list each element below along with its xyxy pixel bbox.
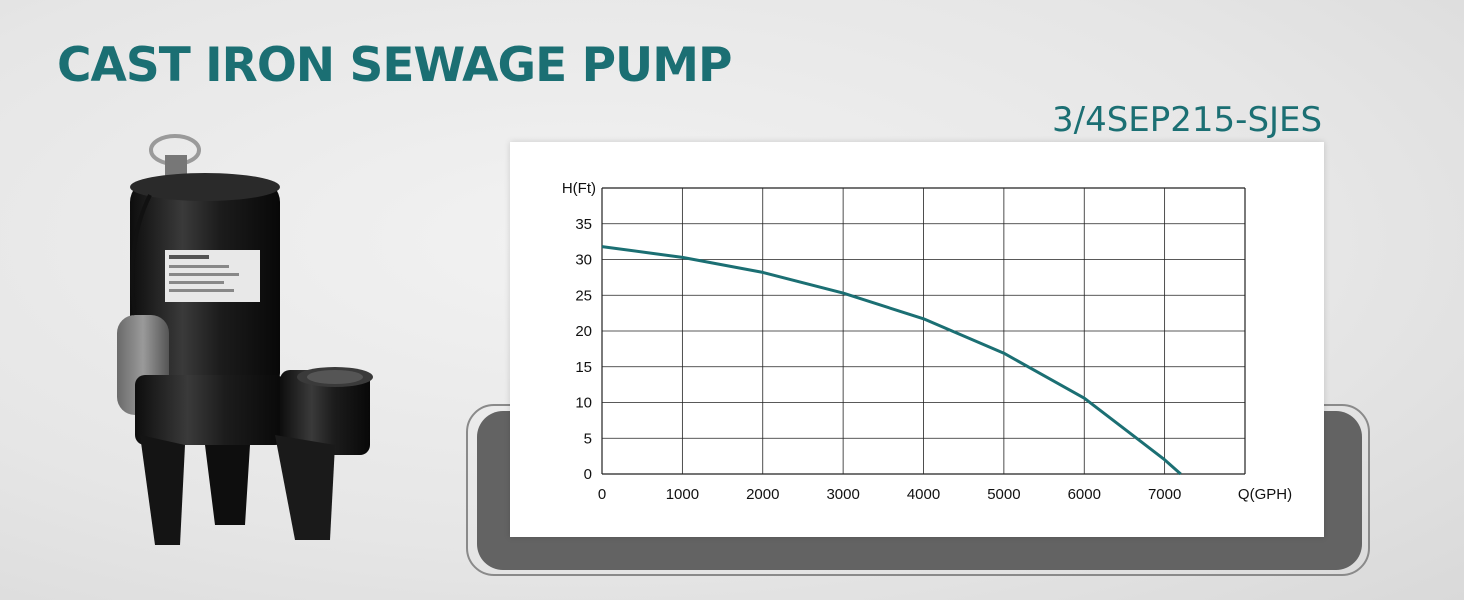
y-tick-label: 5 xyxy=(584,430,592,447)
y-tick-label: 20 xyxy=(575,323,592,340)
page-title: CAST IRON SEWAGE PUMP xyxy=(57,38,732,93)
x-tick-label: 1000 xyxy=(666,486,699,503)
y-tick-label: 25 xyxy=(575,287,592,304)
performance-chart: 0 1000 2000 3000 4000 5000 6000 7000 0 5 10 15 20 25 3… xyxy=(562,180,1292,503)
y-tick-label: 10 xyxy=(575,395,592,412)
x-tick-label: 0 xyxy=(598,486,606,503)
x-tick-label: 5000 xyxy=(987,486,1020,503)
chart-grid xyxy=(601,187,1246,475)
y-axis-label: H(Ft) xyxy=(562,180,596,197)
y-tick-label: 30 xyxy=(575,252,592,269)
chart-panel xyxy=(510,142,1324,537)
y-tick-label: 35 xyxy=(575,216,592,233)
x-tick-label: 6000 xyxy=(1068,486,1101,503)
x-axis-label: Q(GPH) xyxy=(1238,486,1292,503)
x-tick-label: 7000 xyxy=(1148,486,1181,503)
x-tick-label: 3000 xyxy=(826,486,859,503)
y-tick-label: 0 xyxy=(584,466,592,483)
pump-image xyxy=(117,134,373,545)
model-number: 3/4SEP215-SJES xyxy=(1052,100,1323,140)
x-tick-label: 4000 xyxy=(907,486,940,503)
chart-ticks: 0 1000 2000 3000 4000 5000 6000 7000 0 5 10 15 20 25 3… xyxy=(575,216,1181,503)
pump-curve-line xyxy=(601,245,1182,476)
y-tick-label: 15 xyxy=(575,359,592,376)
x-tick-label: 2000 xyxy=(746,486,779,503)
